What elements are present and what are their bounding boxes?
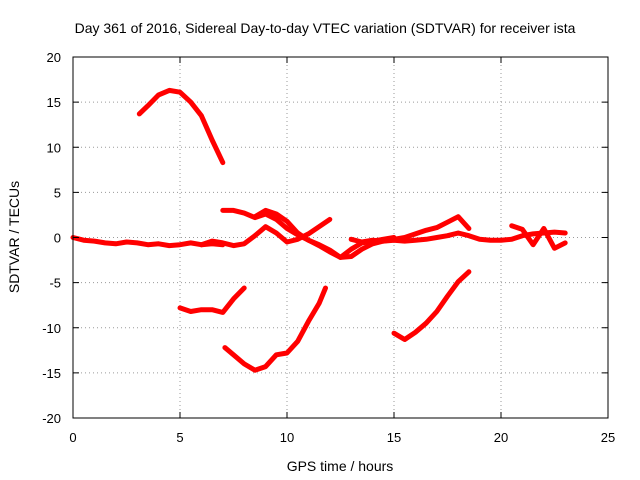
ticks	[72, 56, 609, 419]
y-tick-label: 10	[47, 140, 61, 155]
x-tick-label: 25	[601, 430, 615, 445]
y-tick-label: -5	[49, 276, 61, 291]
y-tick-label: -15	[42, 366, 61, 381]
y-tick-label: 0	[54, 231, 61, 246]
y-tick-label: -20	[42, 411, 61, 426]
y-tick-label: 20	[47, 50, 61, 65]
x-tick-label: 20	[494, 430, 508, 445]
x-tick-label: 10	[280, 430, 294, 445]
x-tick-label: 5	[176, 430, 183, 445]
series-line-7	[252, 207, 472, 260]
series-line-2	[136, 87, 226, 166]
y-tick-label: -10	[42, 321, 61, 336]
y-tick-label: 15	[47, 95, 61, 110]
y-axis-label: SDTVAR / TECUs	[6, 181, 22, 293]
chart-title: Day 361 of 2016, Sidereal Day-to-day VTE…	[75, 20, 576, 36]
series-line-10	[509, 223, 568, 251]
y-tick-labels: -20 -15 -10 -5 0 5 10 15 20	[42, 50, 61, 426]
series-line-3	[177, 285, 247, 315]
x-tick-label: 15	[387, 430, 401, 445]
x-tick-labels: 0 5 10 15 20 25	[69, 430, 615, 445]
x-axis-label: GPS time / hours	[287, 458, 394, 474]
x-tick-label: 0	[69, 430, 76, 445]
y-tick-label: 5	[54, 185, 61, 200]
series-line-9	[391, 269, 472, 342]
series-line-1	[70, 235, 226, 249]
series-line-6	[222, 285, 328, 373]
series-group	[70, 87, 568, 373]
series-line-8	[348, 229, 568, 245]
series-line-4	[198, 216, 333, 249]
